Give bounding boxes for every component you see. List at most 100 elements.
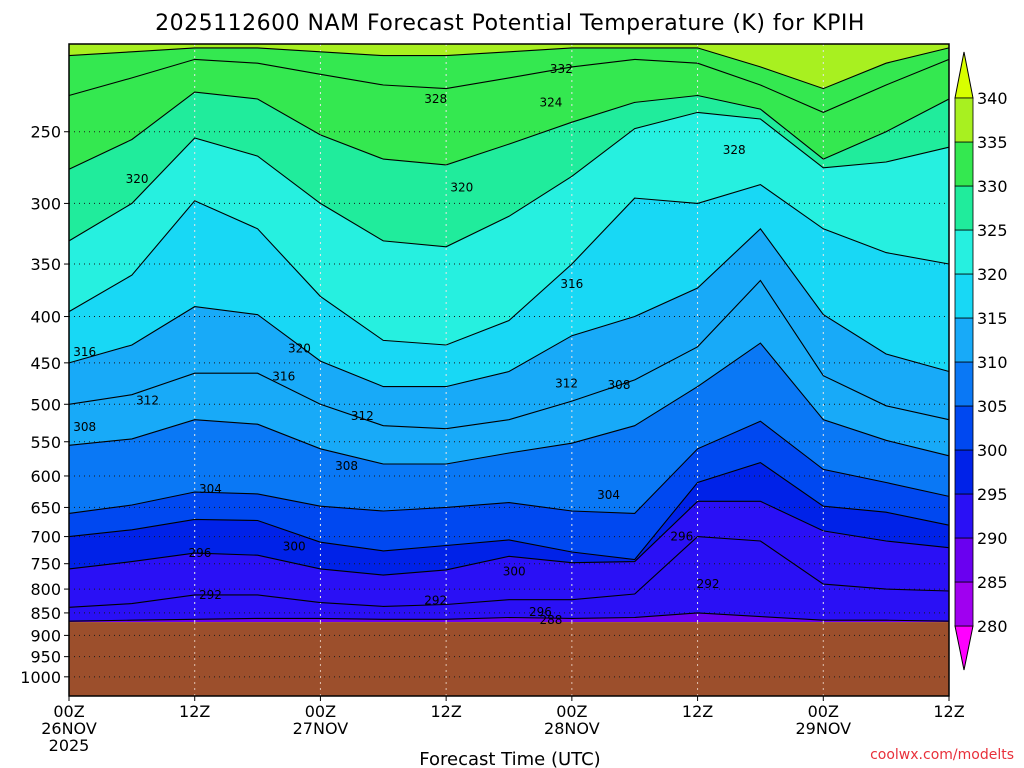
- theta-band-336: [69, 44, 949, 89]
- isentrope-296: [68, 500, 950, 576]
- x-tick-label: 00Z: [305, 702, 336, 721]
- theta-band-296: [69, 462, 949, 576]
- y-tick-label: 500: [30, 395, 61, 414]
- contour-label: 288: [539, 613, 562, 627]
- colorbar-segment: [954, 493, 974, 539]
- y-tick-label: 250: [30, 123, 61, 142]
- colorbar-over-arrow: [954, 51, 974, 99]
- colorbar-label: 300: [977, 441, 1008, 460]
- colorbar-segment: [954, 405, 974, 451]
- colorbar-segment: [954, 449, 974, 495]
- contour-label: 312: [136, 393, 159, 407]
- isentrope-308: [68, 342, 950, 465]
- x-tick-label: 26NOV: [41, 719, 97, 738]
- colorbar-label: 335: [977, 133, 1008, 152]
- y-tick-label: 850: [30, 604, 61, 623]
- contour-label: 320: [288, 342, 311, 356]
- colorbar-segment: [954, 97, 974, 143]
- isentrope-300: [68, 461, 950, 561]
- isentrope-292: [68, 536, 950, 608]
- theta-fill-layers: [69, 44, 949, 623]
- x-tick-label: 2025: [49, 736, 90, 755]
- colorbar-label: 330: [977, 177, 1008, 196]
- x-tick-label: 12Z: [682, 702, 713, 721]
- y-tick-label: 800: [30, 580, 61, 599]
- y-tick-label: 750: [30, 555, 61, 574]
- y-tick-label: 650: [30, 498, 61, 517]
- theta-band-328: [69, 59, 949, 170]
- contour-label: 300: [283, 540, 306, 554]
- x-tick-label: 00Z: [808, 702, 839, 721]
- x-tick-label: 12Z: [430, 702, 461, 721]
- theta-band-316: [69, 184, 949, 387]
- colorbar-segment: [954, 361, 974, 407]
- contour-label: 296: [670, 530, 693, 544]
- contour-label: 312: [555, 376, 578, 390]
- contour-label: 292: [424, 594, 447, 608]
- contour-label: 304: [597, 488, 620, 502]
- isentrope-328: [68, 91, 950, 170]
- contour-label: 308: [608, 378, 631, 392]
- colorbar: 280 285 290 295 300 305 310 315 320 325 330 335 340: [954, 51, 1008, 671]
- colorbar-segment: [954, 185, 974, 231]
- contour-label: 320: [450, 180, 473, 194]
- contour-label: 312: [351, 409, 374, 423]
- grid-lines: [68, 44, 950, 696]
- isentrope-320: [68, 183, 950, 346]
- x-tick-label: 28NOV: [544, 719, 600, 738]
- y-axis: 250 300 350 400 450 500 550 600 650 700 750 800 850 9…: [20, 123, 69, 687]
- contour-label: 324: [539, 95, 562, 109]
- isentrope-304: [68, 420, 950, 514]
- y-tick-label: 600: [30, 467, 61, 486]
- contour-label: 304: [199, 482, 222, 496]
- colorbar-segment: [954, 537, 974, 583]
- colorbar-segment: [954, 317, 974, 363]
- contour-label: 292: [697, 577, 720, 591]
- contour-label: 292: [199, 588, 222, 602]
- contour-label: 316: [560, 277, 583, 291]
- colorbar-label: 305: [977, 397, 1008, 416]
- theta-band-324: [69, 92, 949, 247]
- x-tick-label: 00Z: [556, 702, 587, 721]
- terrain-below-surface: [69, 622, 949, 696]
- y-tick-label: 950: [30, 648, 61, 667]
- contour-labels: 332 328 324 328 320 320 316 320 316 316 312 308 312 3…: [73, 62, 745, 627]
- theta-band-308: [69, 280, 949, 464]
- colorbar-label: 290: [977, 529, 1008, 548]
- contour-label: 328: [424, 92, 447, 106]
- chart-title: 2025112600 NAM Forecast Potential Temper…: [155, 11, 865, 36]
- colorbar-label: 310: [977, 353, 1008, 372]
- contour-label: 316: [272, 370, 295, 384]
- colorbar-label: 280: [977, 617, 1008, 636]
- colorbar-label: 285: [977, 573, 1008, 592]
- isentrope-332: [68, 58, 950, 113]
- y-tick-label: 400: [30, 308, 61, 327]
- theta-band-292: [69, 501, 949, 608]
- x-tick-label: 12Z: [179, 702, 210, 721]
- x-tick-label: 00Z: [53, 702, 84, 721]
- isentrope-336: [68, 47, 950, 90]
- x-tick-label: 12Z: [933, 702, 964, 721]
- plot-area: 332 328 324 328 320 320 316 320 316 316 312 308 312 3…: [68, 43, 950, 697]
- contour-label: 300: [503, 564, 526, 578]
- colorbar-segment: [954, 229, 974, 275]
- contour-label: 308: [73, 420, 96, 434]
- site-credit: coolwx.com/modelts: [870, 747, 1014, 763]
- theta-band-332: [69, 47, 949, 113]
- theta-band-312: [69, 228, 949, 429]
- contour-label: 308: [335, 459, 358, 473]
- x-tick-label: 27NOV: [293, 719, 349, 738]
- theta-band-320: [69, 112, 949, 346]
- y-tick-label: 700: [30, 528, 61, 547]
- theta-band-300: [69, 421, 949, 560]
- y-tick-label: 350: [30, 255, 61, 274]
- colorbar-label: 325: [977, 221, 1008, 240]
- colorbar-label: 315: [977, 309, 1008, 328]
- isentrope-316: [68, 227, 950, 388]
- contour-label: 296: [529, 605, 552, 619]
- colorbar-segment: [954, 581, 974, 627]
- isentrope-324: [68, 111, 950, 248]
- colorbar-segment: [954, 141, 974, 187]
- colorbar-under-arrow: [954, 625, 974, 671]
